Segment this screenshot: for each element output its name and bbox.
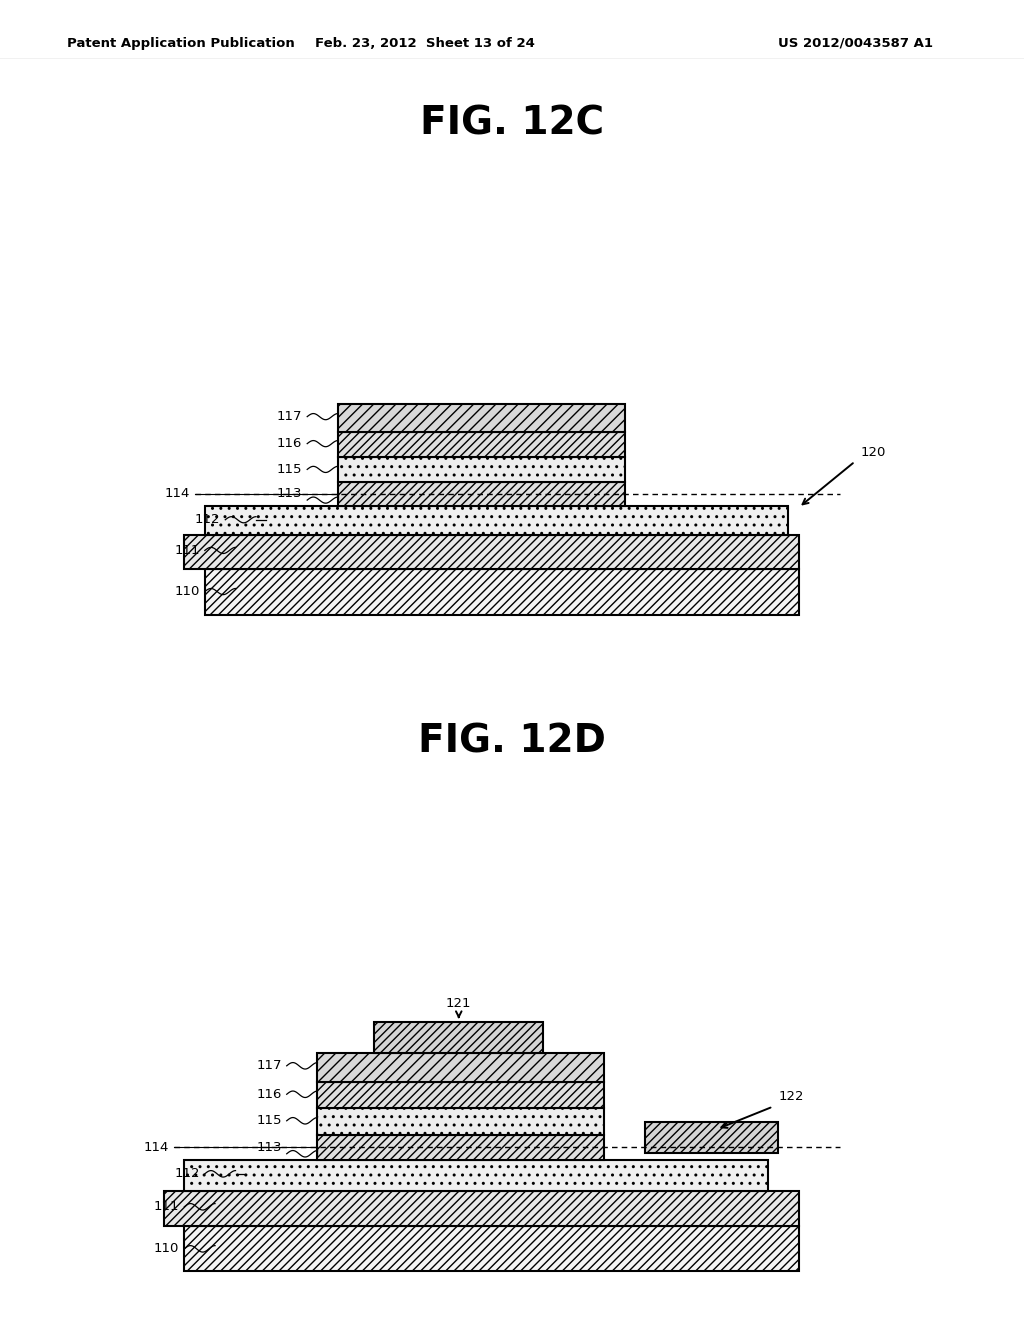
Text: 112: 112 — [174, 1167, 200, 1180]
Bar — [317, 1053, 604, 1082]
Bar — [184, 1226, 799, 1271]
Bar — [184, 1159, 768, 1191]
Text: 114: 114 — [143, 1140, 169, 1154]
Text: FIG. 12C: FIG. 12C — [420, 104, 604, 143]
Bar — [645, 1122, 778, 1154]
Bar — [317, 1082, 604, 1107]
Text: 121: 121 — [446, 997, 471, 1010]
Text: 113: 113 — [256, 1140, 282, 1154]
Text: 114: 114 — [164, 487, 189, 500]
Bar — [317, 1107, 604, 1135]
Text: FIG. 12D: FIG. 12D — [418, 722, 606, 760]
Text: 116: 116 — [256, 1088, 282, 1101]
Text: 117: 117 — [276, 411, 302, 424]
Bar — [184, 535, 799, 569]
Bar — [164, 1191, 799, 1226]
Text: 110: 110 — [174, 585, 200, 598]
Text: 111: 111 — [154, 1200, 179, 1213]
Text: 115: 115 — [256, 1114, 282, 1127]
Text: 112: 112 — [195, 513, 220, 527]
Text: 113: 113 — [276, 487, 302, 500]
Bar — [205, 506, 788, 535]
Text: 117: 117 — [256, 1060, 282, 1072]
Text: 116: 116 — [276, 437, 302, 450]
Bar — [338, 432, 625, 457]
Bar — [205, 569, 799, 615]
Bar — [338, 457, 625, 482]
Text: 115: 115 — [276, 463, 302, 477]
Text: 110: 110 — [154, 1242, 179, 1255]
Text: 120: 120 — [860, 446, 886, 459]
Text: Patent Application Publication: Patent Application Publication — [67, 37, 294, 50]
Text: 111: 111 — [174, 544, 200, 557]
Bar — [374, 1022, 543, 1053]
Bar — [338, 404, 625, 432]
Bar — [317, 1135, 604, 1159]
Text: 122: 122 — [778, 1090, 804, 1104]
Bar — [338, 482, 625, 506]
Text: Feb. 23, 2012  Sheet 13 of 24: Feb. 23, 2012 Sheet 13 of 24 — [315, 37, 535, 50]
Text: US 2012/0043587 A1: US 2012/0043587 A1 — [778, 37, 933, 50]
